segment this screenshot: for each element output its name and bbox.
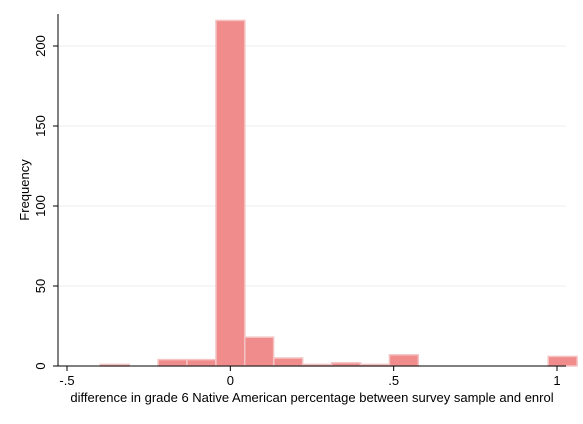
histogram-bar — [243, 336, 275, 367]
histogram-bar — [547, 355, 578, 367]
y-tick-label: 200 — [33, 35, 48, 57]
x-axis-title: difference in grade 6 Native American pe… — [70, 390, 553, 405]
y-tick-label: 100 — [33, 195, 48, 217]
y-tick-labels: 0 50 100 150 200 — [33, 35, 48, 369]
y-axis-title: Frequency — [17, 159, 32, 221]
histogram-bar — [273, 357, 304, 367]
x-tick-label: 0 — [227, 373, 234, 388]
histogram-bar — [388, 354, 420, 367]
x-tick-labels: -.5 0 .5 1 — [59, 373, 560, 388]
histogram-bar — [186, 358, 217, 367]
axes — [53, 14, 566, 371]
y-tick-label: 150 — [33, 115, 48, 137]
gridlines — [58, 45, 566, 287]
x-tick-label: -.5 — [59, 373, 74, 388]
histogram-bar — [215, 19, 246, 367]
y-tick-label: 0 — [33, 362, 48, 369]
histogram-bars — [99, 19, 578, 367]
x-tick-label: 1 — [553, 373, 560, 388]
histogram-bar — [157, 358, 188, 367]
y-tick-label: 50 — [33, 279, 48, 293]
x-tick-label: .5 — [388, 373, 399, 388]
